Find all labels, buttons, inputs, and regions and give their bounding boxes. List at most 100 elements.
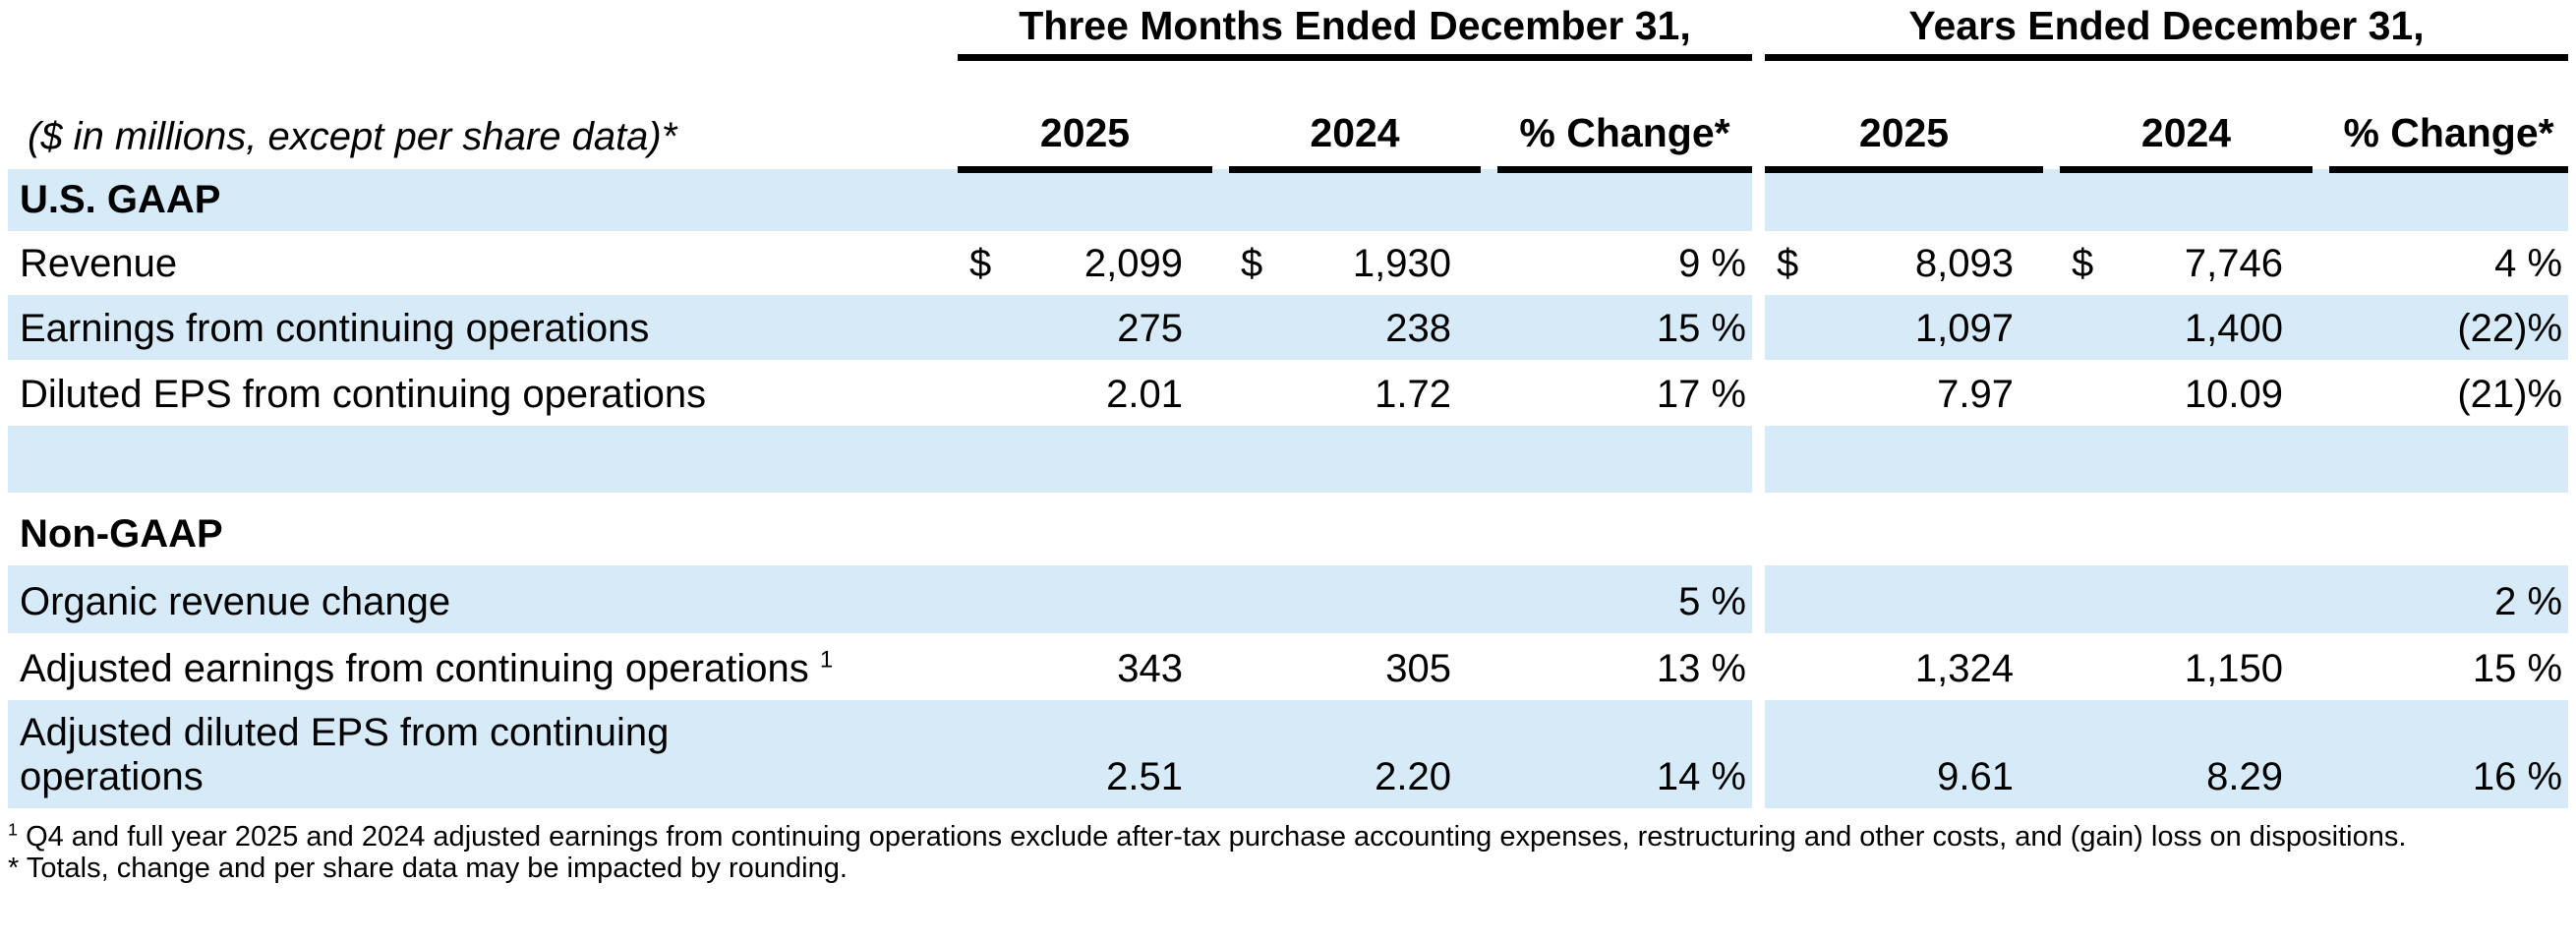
col-gap [2313,231,2329,295]
cell-q-change: 9 % [1678,242,1746,286]
empty-cell [1497,169,1752,231]
col-gap [1481,57,1497,169]
cell-value: 275 [1117,307,1183,351]
table-row-adjusted-earnings: Adjusted earnings from continuing operat… [8,633,2568,700]
cell-q2025: 2.01 [958,360,1212,426]
cell-value: 1,324 [1914,647,2014,691]
section-divider [1752,0,1765,57]
empty-cell [2329,426,2569,493]
cell-value: 343 [1117,647,1183,691]
empty-cell [958,565,1212,633]
section-divider [1752,633,1765,700]
col-gap [1212,426,1229,493]
cell-value: 1,400 [2184,307,2283,351]
col-header-y-2024: 2024 [2060,57,2313,173]
col-gap [2313,169,2329,231]
cell-y-change: (22)% [2329,295,2569,360]
section-divider [1752,700,1765,808]
cell-value: 305 [1385,647,1451,691]
empty-cell [1765,426,2043,493]
dollar-sign: $ [1241,242,1263,286]
cell-q-change: 13 % [1656,647,1746,691]
cell-value: 1.72 [1375,373,1451,417]
empty-cell [1765,493,2043,565]
cell-y-change: 16 % [2329,700,2569,808]
cell-value: 8.29 [2206,755,2283,799]
cell-value: 2,099 [1083,242,1183,286]
col-gap [2313,426,2329,493]
table-row-us-gaap: U.S. GAAP [8,169,2569,231]
col-gap [2313,565,2329,633]
col-header-q-2024: 2024 [1229,57,1481,173]
row-label: Adjusted diluted EPS from continuing ope… [8,700,958,808]
cell-q2024: 238 [1229,295,1481,360]
cell-y-change: (21)% [2457,373,2563,417]
table-row-revenue: Revenue $2,099 $1,930 9 % $8,093 $7,746 … [8,231,2568,295]
dollar-sign: $ [2072,242,2094,286]
col-gap [1212,231,1229,295]
col-gap [2043,700,2060,808]
cell-q2025: 343 [958,633,1212,700]
empty-cell [958,169,1212,231]
footnote-1: 1 Q4 and full year 2025 and 2024 adjuste… [8,820,2568,854]
col-gap [2043,360,2060,426]
table-row-spacer [8,426,2569,493]
cell-value: 1,097 [1914,307,2014,351]
col-header-y-change: % Change* [2329,57,2569,173]
section-divider [1752,295,1765,360]
cell-q2025: $2,099 [958,231,1212,295]
cell-value: 9.61 [1937,755,2014,799]
cell-y2025: 1,324 [1765,633,2043,700]
table-row-earnings: Earnings from continuing operations 275 … [8,295,2569,360]
empty-cell [8,426,958,493]
cell-value: 238 [1385,307,1451,351]
cell-value: 1,150 [2184,647,2283,691]
cell-q-change: 14 % [1497,700,1752,808]
table-row-organic-revenue: Organic revenue change 5 % 2 % [8,565,2569,633]
col-gap [1212,493,1229,565]
row-label: Earnings from continuing operations [8,295,958,360]
empty-cell [2329,493,2568,565]
row-label-text: Adjusted earnings from continuing operat… [20,647,809,691]
table-row-group-headers: Three Months Ended December 31, Years En… [8,0,2569,61]
empty-cell [1765,565,2043,633]
section-divider [1752,57,1765,169]
cell-y2025: 9.61 [1765,700,2043,808]
empty-cell [2060,565,2313,633]
table-row-non-gaap: Non-GAAP [8,493,2568,565]
financial-summary-table: Three Months Ended December 31, Years En… [8,0,2569,808]
col-gap [2313,295,2329,360]
section-divider [1752,360,1765,426]
table-row-adjusted-diluted-eps: Adjusted diluted EPS from continuing ope… [8,700,2569,808]
cell-value: 8,093 [1914,242,2014,286]
col-gap [2043,57,2060,169]
col-gap [1481,700,1497,808]
col-gap [2043,633,2060,700]
empty-cell [1765,169,2043,231]
col-gap [1212,565,1229,633]
col-gap [2043,426,2060,493]
footnotes: 1 Q4 and full year 2025 and 2024 adjuste… [8,820,2568,885]
col-gap [1212,633,1229,700]
dollar-sign: $ [969,242,992,286]
cell-value: 2.51 [1106,755,1183,799]
cell-q2025: 275 [958,295,1212,360]
section-divider [1752,493,1765,565]
group-header-years: Years Ended December 31, [1765,0,2569,61]
cell-q2025: 2.51 [958,700,1212,808]
footnote-asterisk: * Totals, change and per share data may … [8,852,848,884]
col-gap [1212,169,1229,231]
section-divider [1752,231,1765,295]
footnote-ref-superscript: 1 [819,646,834,674]
col-gap [2313,700,2329,808]
cell-value: 2.20 [1375,755,1451,799]
col-gap [1481,493,1497,565]
empty-cell [1229,426,1481,493]
cell-q-change: 17 % [1656,373,1746,417]
cell-value: 7.97 [1937,373,2014,417]
empty-cell [1229,169,1481,231]
cell-q-change: 15 % [1497,295,1752,360]
cell-y2024: 1,150 [2060,633,2313,700]
group-header-three-months: Three Months Ended December 31, [958,0,1752,61]
